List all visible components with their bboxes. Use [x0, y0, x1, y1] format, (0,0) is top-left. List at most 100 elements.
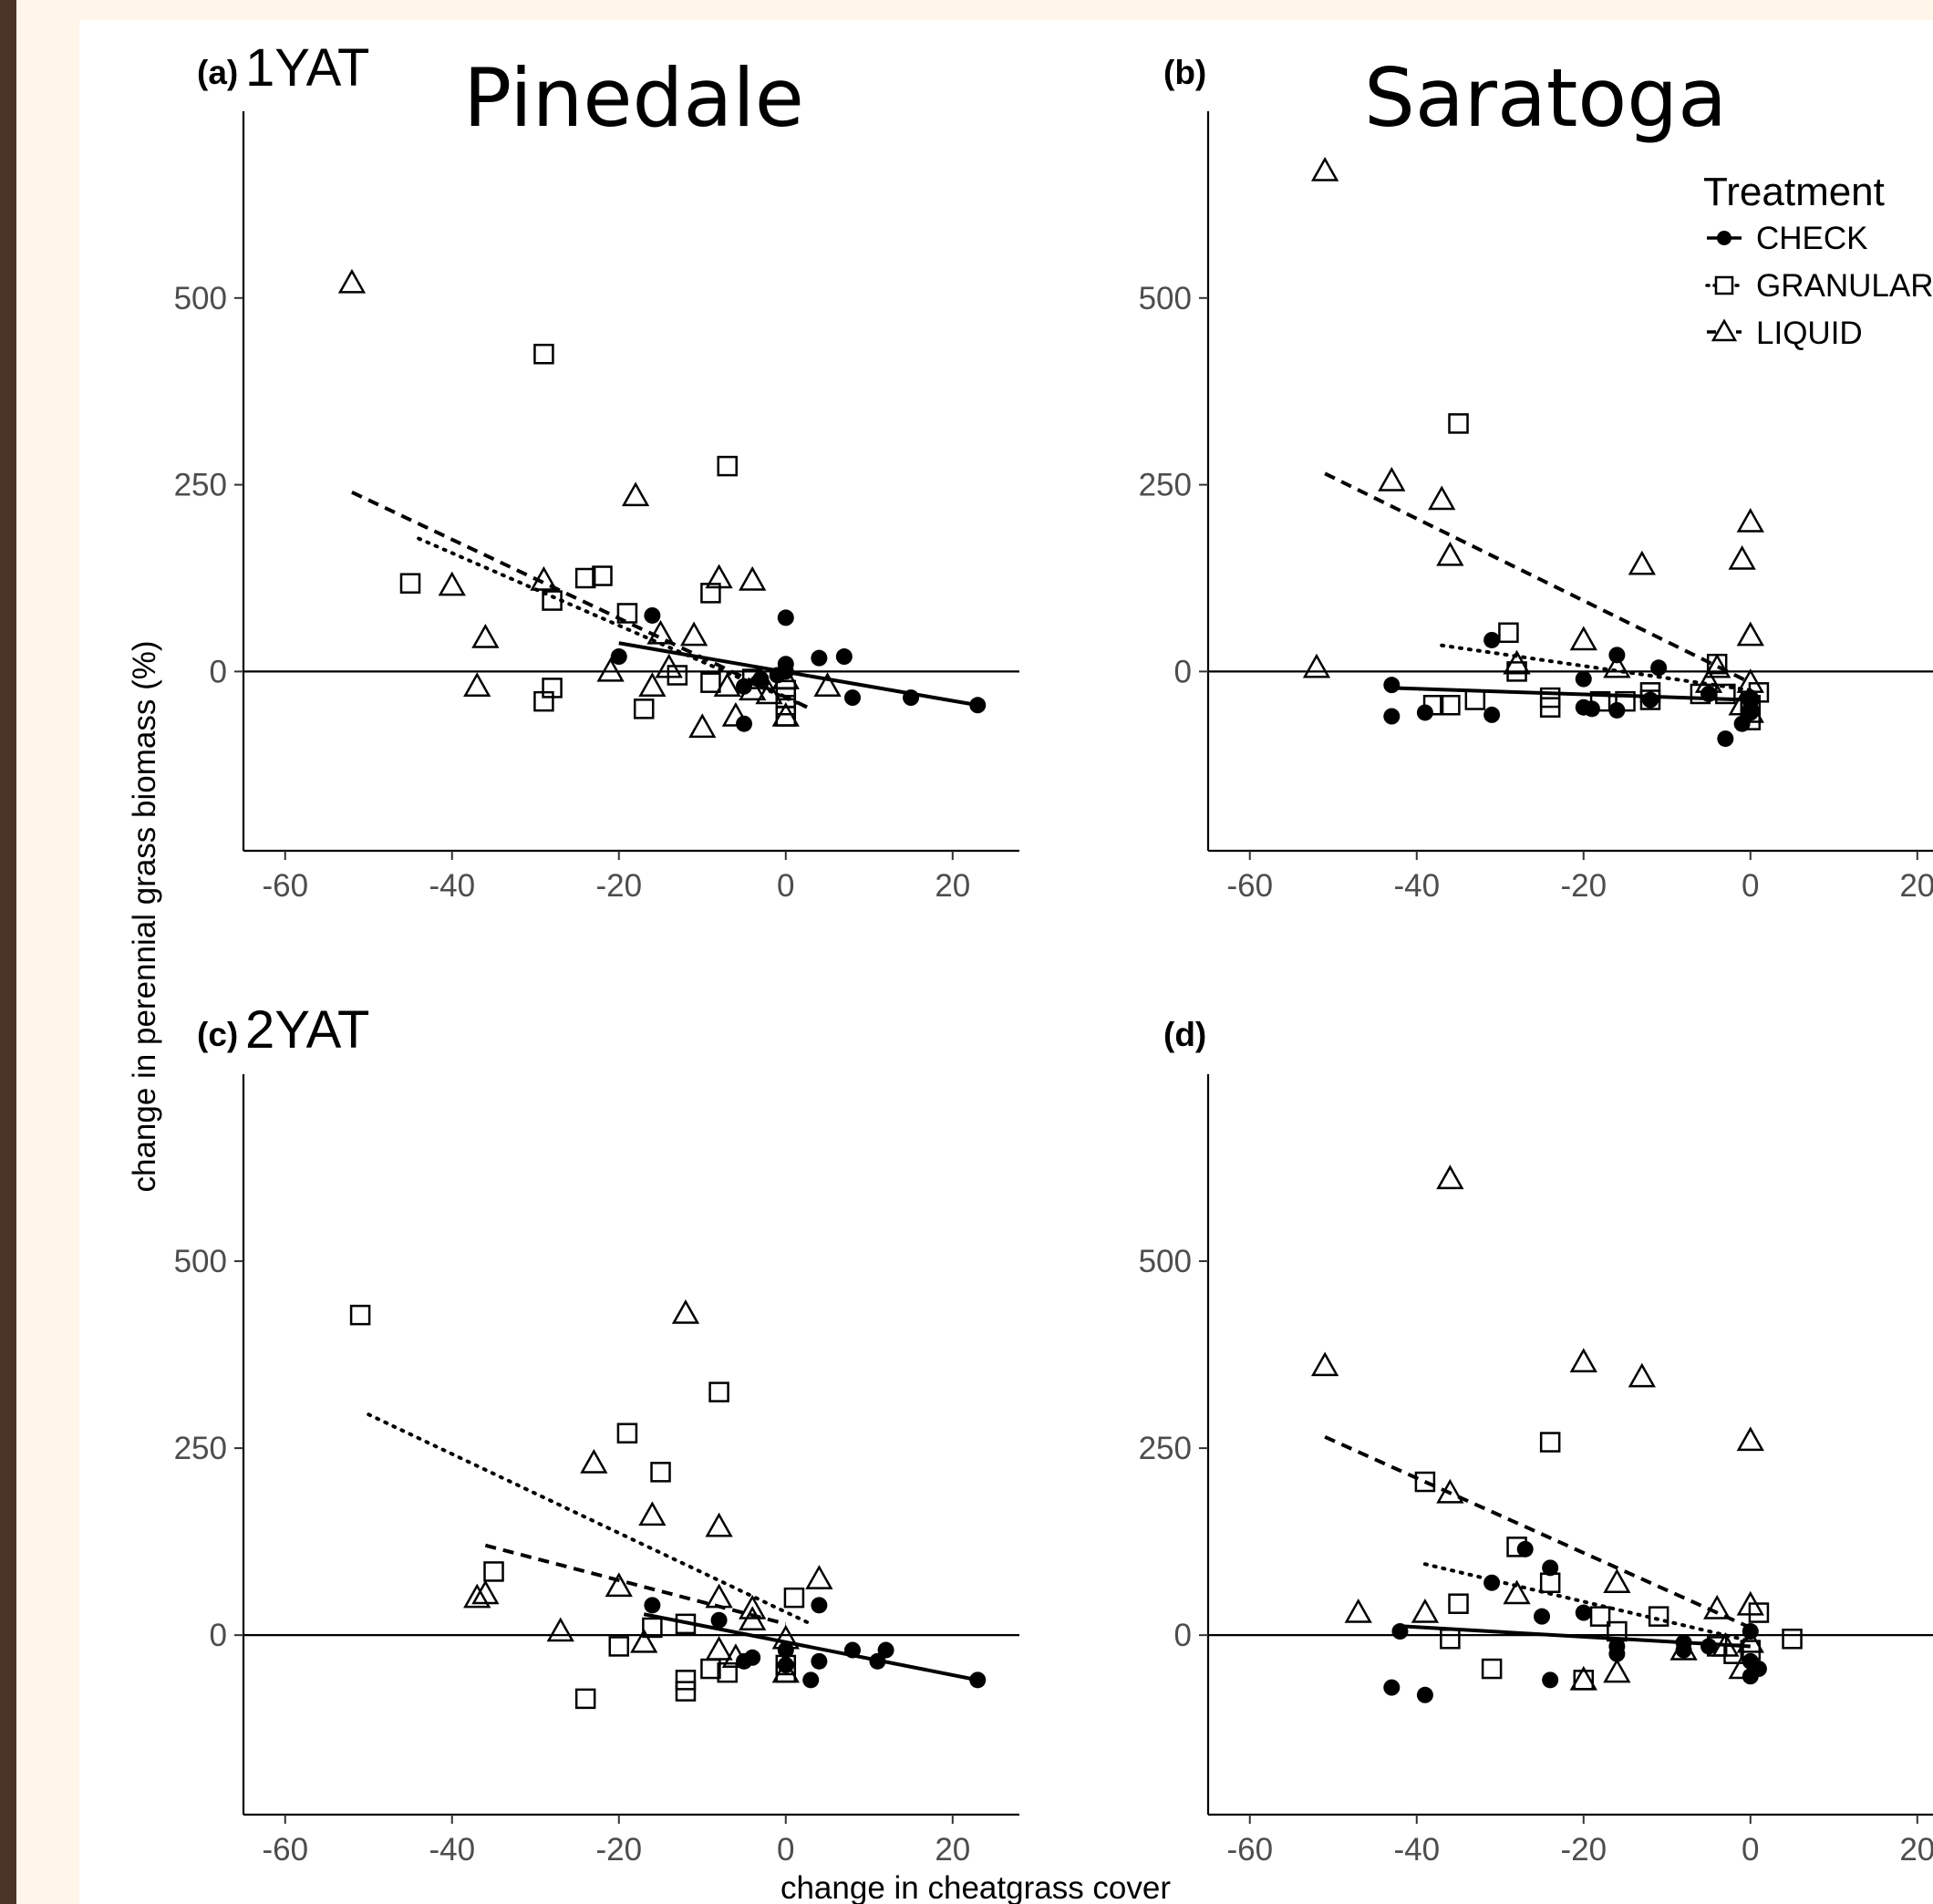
point-granular: [1715, 683, 1736, 705]
point-liquid: [1669, 1636, 1698, 1661]
point-liquid: [546, 1617, 574, 1642]
x-tick-label: -60: [1226, 1832, 1273, 1868]
fit-line-check: [618, 641, 978, 708]
point-granular: [675, 1670, 697, 1691]
point-liquid: [1436, 1478, 1464, 1504]
point-liquid: [605, 1572, 633, 1598]
point-check: [644, 1597, 661, 1614]
point-liquid: [596, 657, 625, 682]
point-liquid: [1628, 1362, 1656, 1388]
point-liquid: [721, 702, 750, 727]
point-liquid: [621, 481, 650, 507]
point-liquid: [813, 672, 842, 698]
point-liquid: [1736, 668, 1764, 693]
legend-title: Treatment: [1703, 170, 1885, 214]
point-liquid: [471, 1579, 500, 1605]
point-check: [1483, 631, 1501, 648]
point-check: [1717, 730, 1734, 748]
x-tick-label: 20: [935, 1832, 970, 1868]
point-check: [777, 609, 794, 626]
x-tick-label: 0: [1742, 868, 1759, 904]
x-axis-title: change in cheatgrass cover: [780, 1870, 1171, 1904]
point-granular: [1539, 687, 1561, 709]
point-liquid: [463, 1583, 491, 1609]
point-granular: [1464, 689, 1486, 710]
x-tick-label: -20: [1560, 1832, 1607, 1868]
point-granular: [717, 1661, 738, 1683]
point-granular: [741, 668, 763, 689]
point-granular: [1440, 695, 1461, 716]
marks: [337, 268, 987, 739]
point-liquid: [1310, 1351, 1339, 1377]
y-tick-label: 0: [210, 654, 227, 689]
point-liquid: [771, 1658, 800, 1683]
point-liquid: [771, 1624, 800, 1650]
point-check: [1391, 1623, 1409, 1640]
point-granular: [1414, 1471, 1436, 1493]
point-liquid: [705, 1583, 733, 1609]
point-granular: [1607, 1620, 1628, 1642]
point-granular: [1648, 1606, 1669, 1627]
y-tick-label: 500: [174, 1244, 227, 1279]
point-granular: [675, 1681, 697, 1702]
legend-item-liquid: LIQUID: [1707, 316, 1863, 351]
point-liquid: [1436, 1164, 1464, 1190]
figure-background: [79, 20, 1933, 1904]
x-tick-label: -60: [1226, 868, 1273, 904]
point-check: [710, 1611, 728, 1629]
point-check: [1750, 1661, 1767, 1678]
point-granular: [700, 672, 721, 693]
point-liquid: [1302, 653, 1331, 678]
point-liquid: [713, 672, 741, 698]
y-tick-label: 500: [1139, 1244, 1192, 1279]
x-tick-label: 0: [777, 868, 794, 904]
fit-line-granular: [417, 536, 813, 711]
point-check: [777, 656, 794, 673]
point-granular: [1723, 1643, 1744, 1664]
point-granular: [1589, 1606, 1611, 1627]
y-tick-label: 0: [210, 1618, 227, 1653]
fit-line-check: [1391, 686, 1751, 702]
point-check: [1542, 1559, 1559, 1577]
point-liquid: [1428, 485, 1456, 511]
fit-line-liquid: [484, 1543, 787, 1626]
fit-line-liquid: [1324, 471, 1752, 685]
legend-item-check: CHECK: [1707, 221, 1868, 256]
point-liquid: [530, 565, 558, 591]
point-liquid: [705, 1512, 733, 1537]
point-liquid: [1569, 1665, 1597, 1691]
point-granular: [1498, 622, 1519, 644]
point-check: [811, 1652, 828, 1670]
point-granular: [717, 455, 738, 477]
marks: [349, 1299, 987, 1710]
point-granular: [592, 565, 613, 586]
point-liquid: [471, 623, 500, 648]
point-liquid: [1736, 621, 1764, 647]
point-check: [811, 649, 828, 667]
legend-label-check: CHECK: [1756, 221, 1868, 256]
point-check: [1383, 677, 1401, 694]
y-tick-label: 500: [1139, 281, 1192, 316]
point-check: [969, 697, 987, 714]
point-liquid: [646, 619, 675, 645]
legend-item-granular: GRANULAR: [1705, 268, 1933, 304]
point-liquid: [1711, 1631, 1740, 1657]
point-granular: [667, 665, 688, 686]
point-liquid: [1503, 1579, 1531, 1605]
x-tick-label: 20: [1899, 1832, 1933, 1868]
point-liquid: [1736, 1628, 1764, 1653]
point-granular: [1782, 1629, 1803, 1650]
point-granular: [1539, 1432, 1561, 1453]
point-liquid: [1703, 1594, 1731, 1619]
point-liquid: [771, 665, 800, 689]
point-check: [1542, 1671, 1559, 1689]
point-check: [1575, 1604, 1592, 1621]
fit-line-liquid: [351, 490, 812, 711]
point-liquid: [805, 1565, 833, 1589]
point-granular: [349, 1304, 371, 1326]
point-liquid: [755, 679, 783, 705]
x-tick-label: -20: [595, 1832, 642, 1868]
x-tick-label: -60: [262, 1832, 308, 1868]
marks: [1310, 1164, 1803, 1703]
